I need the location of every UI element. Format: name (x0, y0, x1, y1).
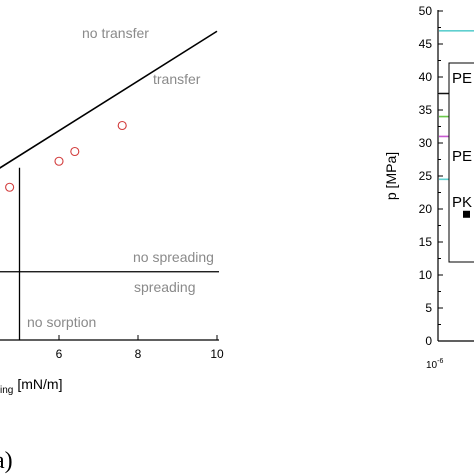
data-points (5, 120, 127, 192)
right-y-tick-label: 25 (419, 169, 433, 183)
data-point (54, 156, 64, 166)
right-y-tick-label: 20 (419, 202, 433, 216)
data-point (5, 182, 15, 192)
region-no-sorption: no sorption (27, 314, 96, 330)
left-chart: 68104 no transfer transfer no spreading … (0, 25, 224, 474)
right-y-axis-label: p [MPa] (383, 152, 399, 200)
left-x-axis-label: ing [mN/m] (0, 376, 62, 396)
region-no-spreading: no spreading (133, 249, 214, 265)
region-spreading: spreading (134, 279, 196, 295)
right-y-ticks: 0 5 10 15 20 25 30 35 40 45 50 (419, 4, 443, 348)
right-y-tick-label: 0 (425, 334, 432, 348)
legend-entry: PK (452, 194, 472, 211)
right-y-tick-label: 15 (419, 235, 433, 249)
left-x-ticks: 68104 (56, 335, 224, 361)
legend-box (448, 62, 474, 263)
right-y-tick-label: 45 (419, 37, 433, 51)
right-y-tick-label: 50 (419, 4, 433, 18)
x-label-subscript: ing (0, 385, 13, 396)
x-tick-base: 10 (426, 360, 438, 371)
legend-items: PE PE PK (452, 70, 472, 211)
right-y-tick-label: 10 (419, 268, 433, 282)
data-point (70, 146, 80, 157)
x-label-unit: [mN/m] (17, 376, 62, 392)
right-y-tick-label: 5 (425, 301, 432, 315)
right-y-tick-label: 30 (419, 136, 433, 150)
x-tick-exponent: -6 (437, 358, 443, 365)
right-x-tick-label: 10-6 (426, 358, 443, 371)
panel-label: a) (0, 448, 13, 474)
region-no-transfer: no transfer (82, 25, 149, 41)
legend-entry: PE (452, 148, 472, 165)
right-y-tick-label: 35 (419, 103, 433, 117)
transfer-boundary-line (0, 30, 218, 169)
data-point (117, 120, 127, 131)
region-transfer: transfer (153, 71, 201, 87)
legend-entry: PE (452, 70, 472, 87)
left-x-tick-label: 8 (135, 347, 142, 361)
left-x-tick-label: 10 (210, 347, 224, 361)
legend-marker (463, 210, 470, 218)
left-x-tick-label: 6 (56, 347, 63, 361)
right-y-tick-label: 40 (419, 70, 433, 84)
